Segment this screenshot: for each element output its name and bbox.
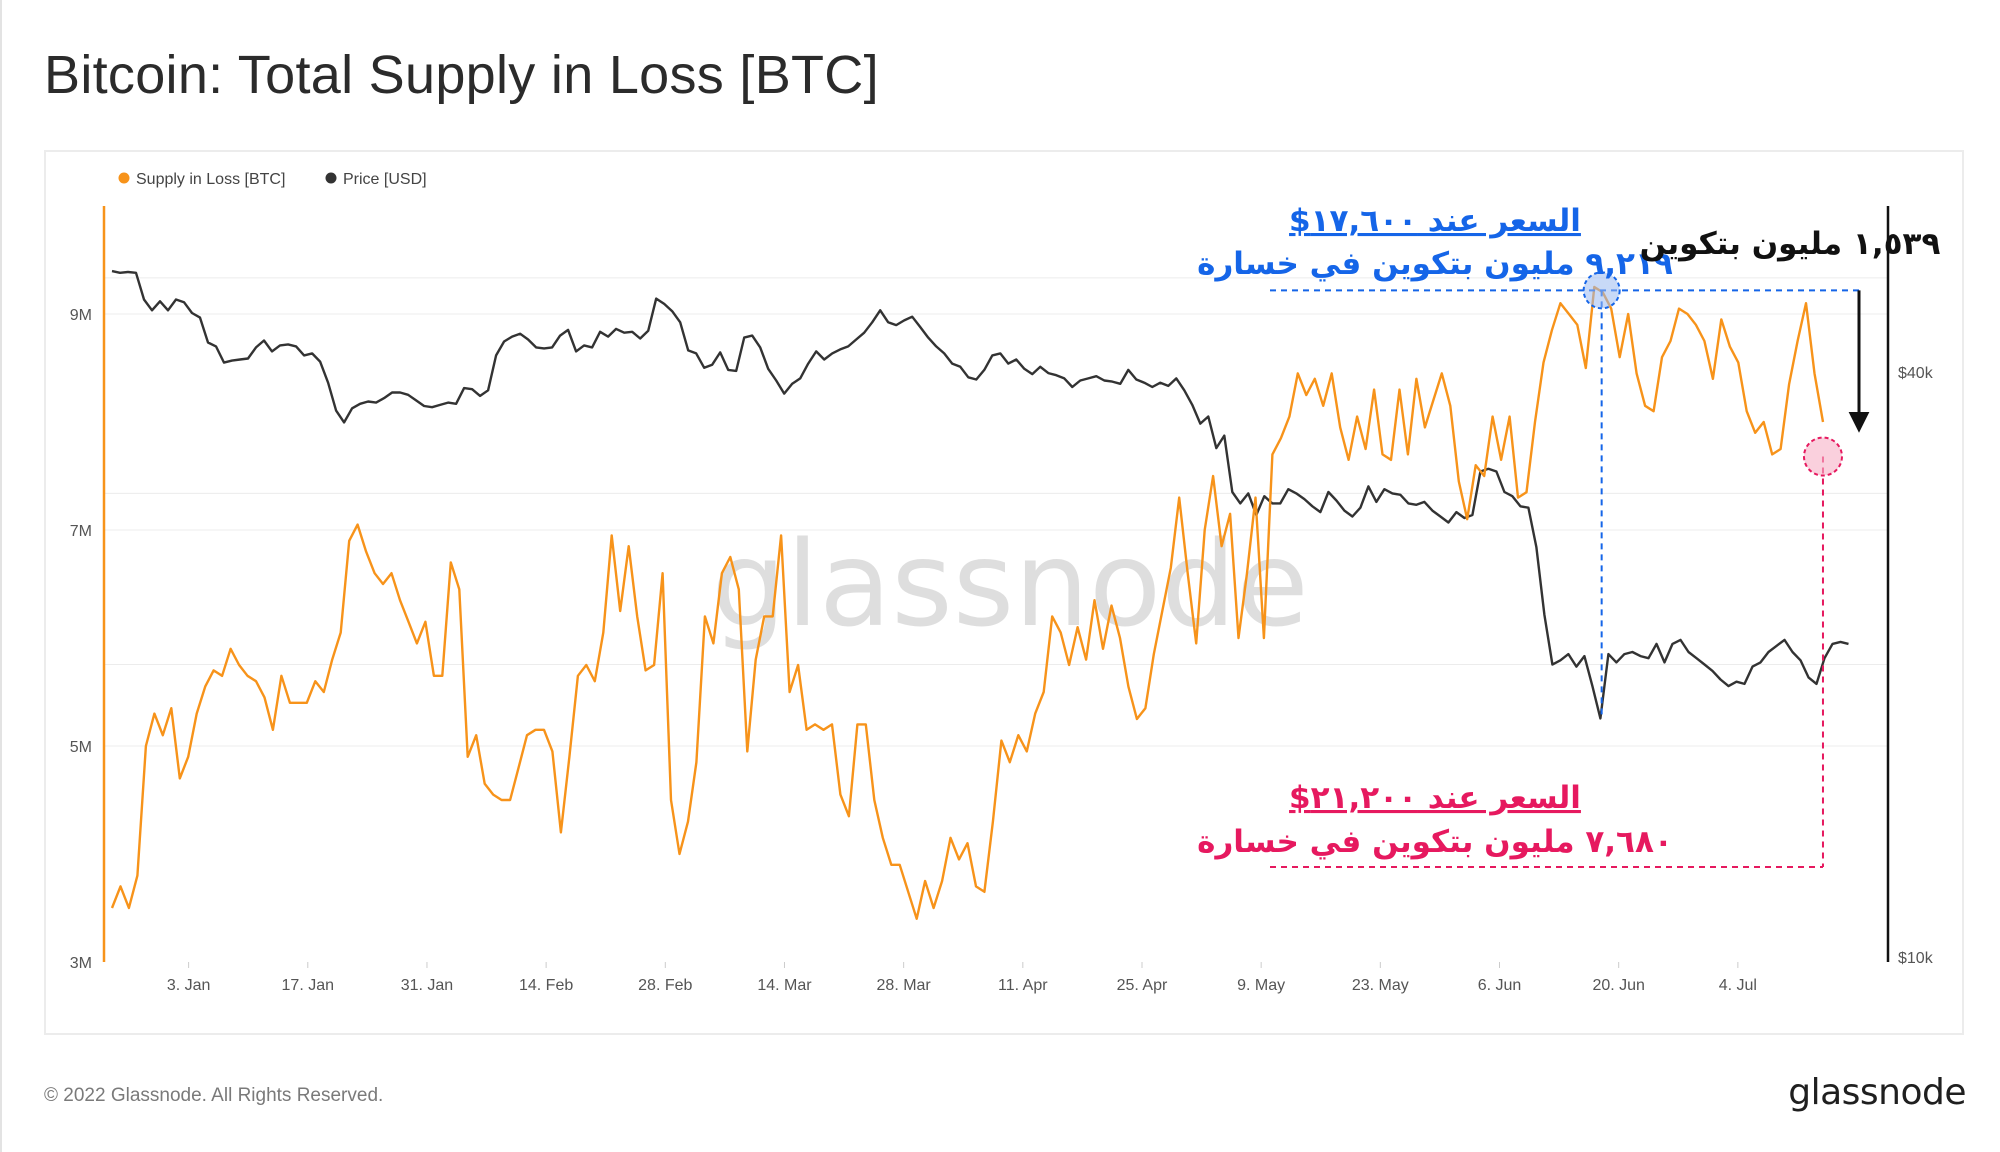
left-edge-rule bbox=[0, 0, 2, 1152]
series-line-price bbox=[111, 269, 1849, 720]
x-tick-label: 28. Feb bbox=[638, 977, 692, 994]
annotation-pink-marker bbox=[1802, 436, 1843, 477]
x-tick-label: 28. Mar bbox=[877, 977, 932, 994]
x-tick-label: 20. Jun bbox=[1592, 977, 1644, 994]
legend-dot-supply bbox=[118, 172, 130, 184]
watermark: glassnode bbox=[711, 515, 1308, 653]
y-right-tick-label: $10k bbox=[1898, 950, 1934, 967]
x-tick-label: 4. Jul bbox=[1719, 977, 1757, 994]
x-tick-label: 9. May bbox=[1237, 977, 1285, 994]
x-axis-ticks: 3. Jan 17. Jan 31. Jan 14. Feb 28. Feb 14. Ma… bbox=[167, 962, 1757, 994]
annotations bbox=[1270, 271, 1870, 868]
y-axis-right-ticks: $10k $40k bbox=[1898, 365, 1934, 967]
annotation-pink-supply: ٧,٦٨٠ مليون بتكوين في خسارة bbox=[1197, 824, 1673, 860]
annotation-blue-price: السعر عند ١٧,٦٠٠$ bbox=[1289, 203, 1581, 239]
y-right-tick-label: $40k bbox=[1898, 365, 1934, 382]
legend-label-supply[interactable]: Supply in Loss [BTC] bbox=[136, 171, 285, 188]
annotation-blue-supply: ٩,٢١٩ مليون بتكوين في خسارة bbox=[1197, 246, 1673, 282]
x-tick-label: 14. Feb bbox=[519, 977, 573, 994]
x-tick-label: 17. Jan bbox=[282, 977, 334, 994]
x-tick-label: 3. Jan bbox=[167, 977, 211, 994]
x-tick-label: 23. May bbox=[1352, 977, 1409, 994]
x-tick-label: 14. Mar bbox=[757, 977, 812, 994]
y-left-tick-label: 9M bbox=[70, 307, 92, 324]
series-line-supply bbox=[110, 285, 1825, 920]
y-left-tick-label: 3M bbox=[70, 955, 92, 972]
y-axis-left-ticks: 3M 5M 7M 9M bbox=[70, 307, 92, 972]
y-left-tick-label: 7M bbox=[70, 523, 92, 540]
x-tick-label: 31. Jan bbox=[401, 977, 453, 994]
series-layer bbox=[110, 269, 1849, 920]
annotation-pink-price: السعر عند ٢١,٢٠٠$ bbox=[1289, 780, 1581, 816]
x-tick-label: 6. Jun bbox=[1478, 977, 1522, 994]
x-tick-label: 25. Apr bbox=[1117, 977, 1168, 994]
footer-copyright: © 2022 Glassnode. All Rights Reserved. bbox=[44, 1085, 384, 1106]
annotation-difference: ١,٥٣٩ مليون بتكوين bbox=[1640, 226, 1941, 262]
legend: Supply in Loss [BTC] Price [USD] bbox=[118, 171, 427, 188]
footer-logo: glassnode bbox=[1788, 1072, 1966, 1113]
legend-dot-price bbox=[325, 172, 337, 184]
chart-panel bbox=[44, 150, 1964, 1035]
annotation-blue-marker bbox=[1582, 271, 1621, 310]
legend-label-price[interactable]: Price [USD] bbox=[343, 171, 427, 188]
x-tick-label: 11. Apr bbox=[998, 977, 1048, 994]
y-left-tick-label: 5M bbox=[70, 739, 92, 756]
page-title: Bitcoin: Total Supply in Loss [BTC] bbox=[44, 45, 879, 105]
gridlines bbox=[104, 277, 1888, 747]
